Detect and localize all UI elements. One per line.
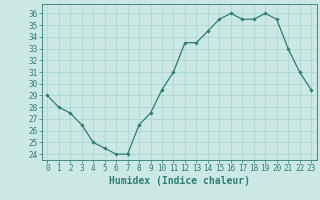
X-axis label: Humidex (Indice chaleur): Humidex (Indice chaleur) xyxy=(109,176,250,186)
